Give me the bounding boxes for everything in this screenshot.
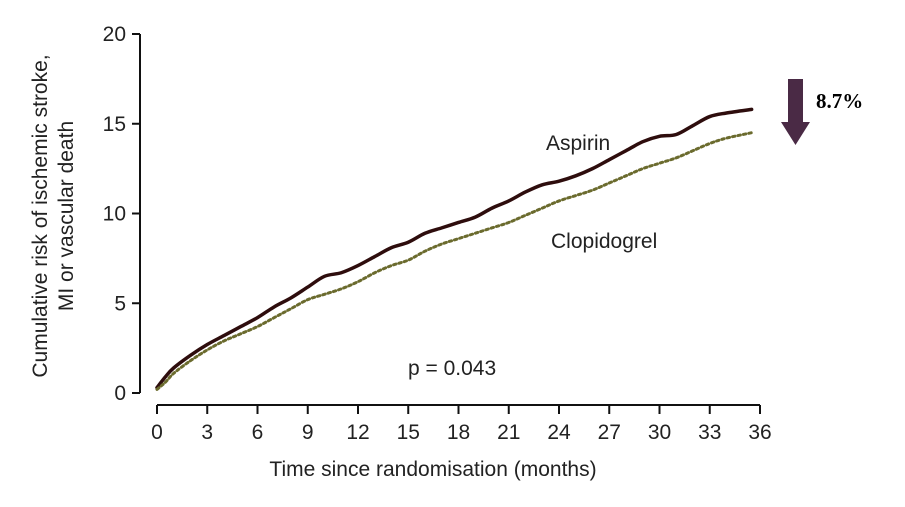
- x-tick-label: 9: [302, 421, 314, 444]
- x-tick-label: 33: [698, 421, 721, 444]
- series-label-aspirin: Aspirin: [546, 132, 610, 155]
- x-axis-label: Time since randomisation (months): [269, 458, 596, 481]
- y-tick-label: 0: [114, 382, 126, 405]
- x-tick-label: 12: [346, 421, 369, 444]
- x-tick-label: 6: [252, 421, 264, 444]
- x-tick-label: 24: [547, 421, 571, 444]
- reduction-arrow-icon: [781, 79, 810, 145]
- x-tick-label: 3: [201, 421, 213, 444]
- y-tick-label: 15: [103, 113, 126, 136]
- axes: [139, 34, 760, 406]
- x-tick-label: 27: [598, 421, 621, 444]
- y-axis-label-line1: Cumulative risk of ischemic stroke,: [29, 54, 52, 377]
- y-tick-label: 20: [103, 23, 126, 46]
- x-tick-label: 15: [397, 421, 420, 444]
- y-axis-label-line2: MI or vascular death: [55, 121, 78, 311]
- x-tick-label: 36: [748, 421, 771, 444]
- y-tick-label: 10: [103, 203, 126, 226]
- x-tick-label: 18: [447, 421, 470, 444]
- series-label-clopidogrel: Clopidogrel: [551, 230, 657, 253]
- series-lines: [155, 107, 754, 391]
- series-line-clopidogrel: [155, 131, 754, 391]
- x-tick-label: 30: [648, 421, 671, 444]
- series-line-aspirin: [155, 107, 754, 390]
- p-value-annotation: p = 0.043: [408, 357, 496, 380]
- x-tick-label: 0: [151, 421, 163, 444]
- y-tick-label: 5: [114, 292, 126, 315]
- x-tick-label: 21: [497, 421, 520, 444]
- down-arrow-shape: [781, 79, 810, 145]
- reduction-percent: 8.7%: [816, 89, 863, 113]
